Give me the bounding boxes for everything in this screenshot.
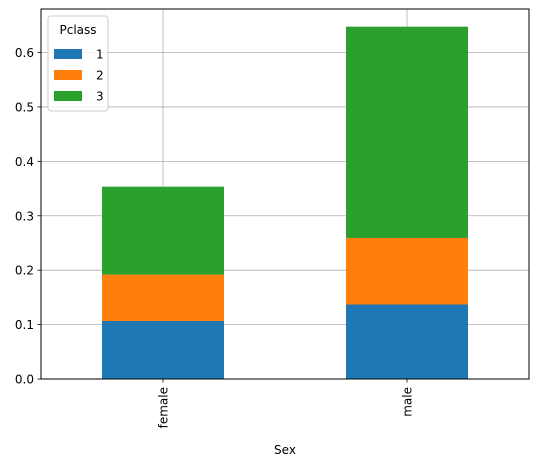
legend-label-3: 3 bbox=[96, 90, 104, 104]
plot-frame bbox=[40, 8, 530, 380]
bars bbox=[102, 26, 468, 379]
bar-male-pclass-1 bbox=[346, 304, 468, 379]
legend: Pclass 1 2 3 bbox=[47, 15, 109, 112]
legend-swatch-3 bbox=[54, 91, 82, 101]
axes bbox=[40, 8, 530, 380]
y-tick-label: 0.5 bbox=[15, 100, 34, 114]
legend-swatch-1 bbox=[54, 49, 82, 59]
legend-label-2: 2 bbox=[96, 69, 104, 83]
x-axis-ticks: female male bbox=[157, 379, 415, 428]
x-tick-label: female bbox=[157, 387, 171, 428]
y-tick-label: 0.1 bbox=[15, 318, 34, 332]
x-axis-label: Sex bbox=[274, 443, 296, 457]
y-tick-label: 0.3 bbox=[15, 209, 34, 223]
legend-box bbox=[47, 15, 109, 112]
y-tick-label: 0.0 bbox=[15, 373, 34, 387]
bar-female-pclass-3 bbox=[102, 186, 224, 275]
bar-female-pclass-1 bbox=[102, 320, 224, 379]
legend-title: Pclass bbox=[59, 23, 96, 37]
x-tick-label: male bbox=[401, 387, 415, 417]
y-tick-label: 0.4 bbox=[15, 155, 34, 169]
bar-male-pclass-3 bbox=[346, 26, 468, 238]
y-tick-label: 0.2 bbox=[15, 264, 34, 278]
bar-male-pclass-2 bbox=[346, 237, 468, 305]
bar-female-pclass-2 bbox=[102, 274, 224, 321]
legend-swatch-2 bbox=[54, 70, 82, 80]
y-axis-ticks: 0.0 0.1 0.2 0.3 0.4 0.5 0.6 bbox=[15, 46, 41, 387]
y-tick-label: 0.6 bbox=[15, 46, 34, 60]
legend-label-1: 1 bbox=[96, 48, 104, 62]
